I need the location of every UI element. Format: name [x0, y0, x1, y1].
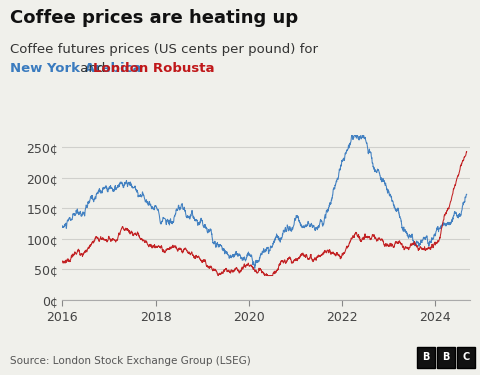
Text: and: and: [75, 62, 109, 75]
Text: Coffee futures prices (US cents per pound) for: Coffee futures prices (US cents per poun…: [10, 43, 318, 56]
Text: Source: London Stock Exchange Group (LSEG): Source: London Stock Exchange Group (LSE…: [10, 356, 251, 366]
Text: B: B: [422, 352, 430, 362]
Text: New York Arabica: New York Arabica: [10, 62, 141, 75]
Text: London Robusta: London Robusta: [93, 62, 215, 75]
Text: Coffee prices are heating up: Coffee prices are heating up: [10, 9, 298, 27]
Text: C: C: [462, 352, 470, 362]
Text: B: B: [442, 352, 450, 362]
